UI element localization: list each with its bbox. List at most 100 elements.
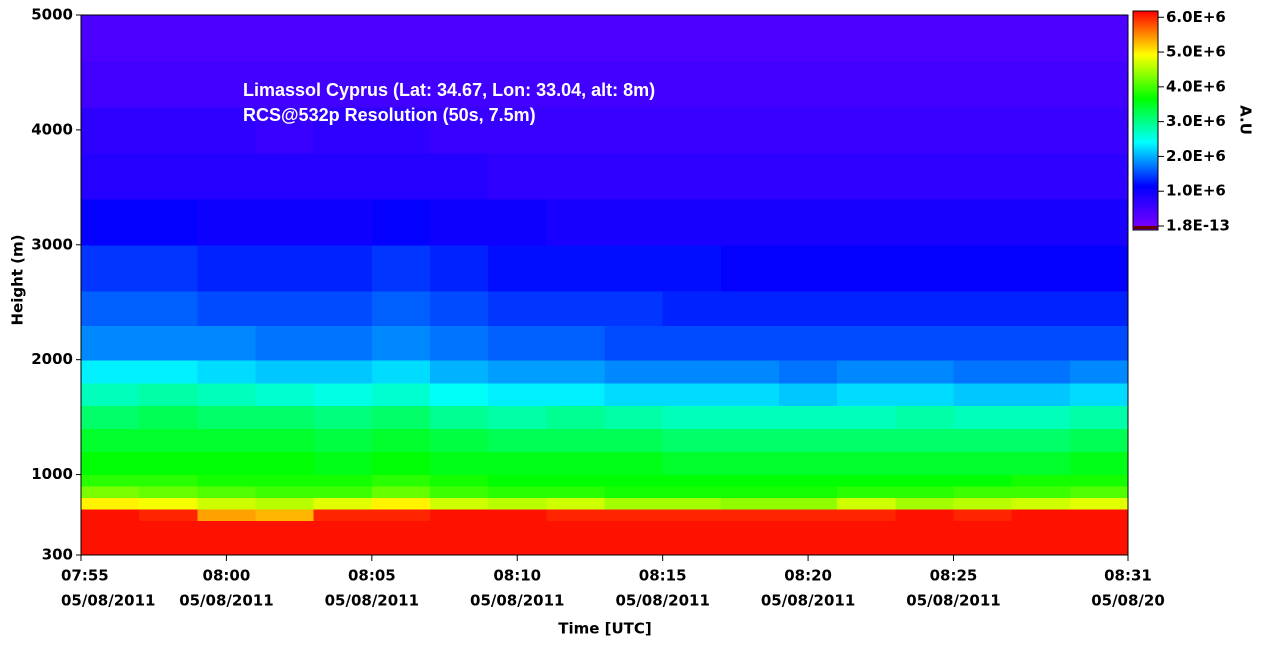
heat-cell: [255, 382, 315, 407]
heat-cell: [953, 60, 1013, 108]
heat-cell: [255, 359, 315, 384]
heat-cell: [1011, 497, 1071, 510]
heat-cell: [1011, 486, 1071, 499]
heat-cell: [662, 325, 722, 361]
heat-cell: [313, 290, 373, 326]
heat-cell: [662, 451, 722, 476]
heat-cell: [488, 497, 547, 510]
colorbar-tick-label: 4.0E+6: [1166, 77, 1226, 95]
heat-cell: [139, 325, 198, 361]
heat-cell: [488, 198, 547, 246]
heat-cell: [604, 428, 664, 453]
heat-cell: [197, 382, 257, 407]
heat-cell: [1011, 428, 1071, 453]
heat-cell: [313, 106, 373, 154]
heat-cell: [720, 486, 780, 499]
heat-cell: [953, 152, 1013, 200]
heat-cell: [546, 15, 606, 62]
heat-cell: [837, 520, 896, 556]
heat-cell: [1069, 198, 1129, 246]
heat-cell: [81, 497, 140, 510]
heat-cell: [81, 486, 140, 499]
heat-cell: [895, 497, 955, 510]
heat-cell: [139, 428, 198, 453]
heat-cell: [139, 152, 198, 200]
heat-cell: [779, 106, 838, 154]
heat-cell: [313, 509, 373, 522]
x-tick-date: 05/08/20: [1091, 592, 1165, 610]
colorbar: [1132, 10, 1159, 231]
heat-cell: [895, 15, 955, 62]
heat-cell: [604, 359, 664, 384]
heat-cell: [1069, 497, 1129, 510]
heat-cell: [313, 15, 373, 62]
heat-cell: [953, 325, 1013, 361]
heat-cell: [604, 509, 664, 522]
heat-cell: [371, 244, 431, 292]
x-tick-date: 05/08/2011: [761, 592, 855, 610]
heat-cell: [779, 359, 838, 384]
heat-cell: [604, 60, 664, 108]
heat-cell: [430, 520, 489, 556]
heat-cell: [953, 474, 1013, 487]
heat-cell: [953, 15, 1013, 62]
heat-cell: [720, 509, 780, 522]
heat-cell: [139, 106, 198, 154]
heat-cell: [779, 198, 838, 246]
heat-cell: [1069, 451, 1129, 476]
heat-cell: [81, 106, 140, 154]
heat-cell: [488, 244, 547, 292]
heat-cell: [81, 520, 140, 556]
heat-cell: [197, 520, 257, 556]
y-tick-label: 4000: [31, 120, 73, 138]
x-tick-date: 05/08/2011: [470, 592, 564, 610]
heat-cell: [546, 244, 606, 292]
heat-cell: [139, 290, 198, 326]
heat-cell: [371, 405, 431, 430]
heat-cell: [430, 405, 489, 430]
heat-cell: [779, 486, 838, 499]
heat-cell: [313, 325, 373, 361]
heat-cell: [1069, 509, 1129, 522]
heat-cell: [255, 198, 315, 246]
x-tick-label: 08:10: [493, 567, 541, 585]
heat-cell: [546, 520, 606, 556]
heat-cell: [139, 405, 198, 430]
heat-cell: [313, 486, 373, 499]
heat-cell: [720, 405, 780, 430]
heat-cell: [779, 382, 838, 407]
heat-cell: [779, 509, 838, 522]
heat-cell: [604, 15, 664, 62]
heat-cell: [197, 106, 257, 154]
x-tick-label: 08:20: [784, 567, 832, 585]
heat-cell: [837, 106, 896, 154]
heat-cell: [430, 359, 489, 384]
heat-cell: [546, 474, 606, 487]
heat-cell: [197, 451, 257, 476]
heat-cell: [720, 325, 780, 361]
heat-cell: [81, 152, 140, 200]
heat-cell: [139, 520, 198, 556]
heat-cell: [1069, 405, 1129, 430]
heat-cell: [430, 152, 489, 200]
heat-cell: [953, 486, 1013, 499]
heat-cell: [1011, 60, 1071, 108]
heat-cell: [953, 509, 1013, 522]
heat-cell: [488, 451, 547, 476]
heat-cell: [139, 244, 198, 292]
heat-cell: [313, 405, 373, 430]
heat-cell: [313, 451, 373, 476]
heat-cell: [895, 509, 955, 522]
heat-cell: [837, 359, 896, 384]
heat-cell: [837, 405, 896, 430]
heat-cell: [1069, 520, 1129, 556]
heat-cell: [313, 497, 373, 510]
heat-cell: [895, 290, 955, 326]
colorbar-tick-label: 1.0E+6: [1166, 182, 1226, 200]
heat-cell: [488, 509, 547, 522]
heat-cell: [255, 497, 315, 510]
heat-cell: [139, 474, 198, 487]
heat-cell: [779, 325, 838, 361]
heat-cell: [313, 474, 373, 487]
